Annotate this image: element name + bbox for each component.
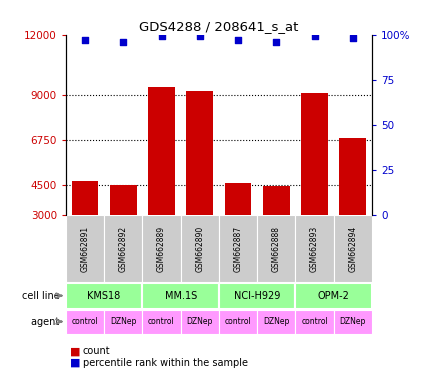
Text: GSM662892: GSM662892	[119, 225, 128, 272]
Text: ■: ■	[70, 346, 81, 356]
Text: control: control	[72, 317, 98, 326]
Bar	[219, 310, 257, 334]
Text: GSM662890: GSM662890	[195, 225, 204, 272]
Text: ■: ■	[70, 358, 81, 368]
Text: DZNep: DZNep	[187, 317, 213, 326]
Bar	[66, 310, 104, 334]
Bar	[301, 93, 328, 215]
Bar	[110, 185, 136, 215]
Bar	[104, 215, 142, 282]
Bar	[257, 215, 295, 282]
Text: count: count	[83, 346, 110, 356]
Bar	[219, 283, 295, 309]
Text: control: control	[148, 317, 175, 326]
Text: percentile rank within the sample: percentile rank within the sample	[83, 358, 248, 368]
Point	[158, 33, 165, 40]
Text: NCI-H929: NCI-H929	[234, 291, 280, 301]
Point	[311, 33, 318, 40]
Bar	[181, 310, 219, 334]
Bar	[295, 310, 334, 334]
Bar	[148, 87, 175, 215]
Bar	[295, 215, 334, 282]
Point	[82, 37, 88, 43]
Bar	[295, 283, 372, 309]
Text: OPM-2: OPM-2	[317, 291, 349, 301]
Bar	[104, 310, 142, 334]
Text: GSM662887: GSM662887	[233, 225, 243, 272]
Bar	[66, 283, 142, 309]
Bar	[181, 215, 219, 282]
Text: MM.1S: MM.1S	[164, 291, 197, 301]
Point	[196, 33, 203, 40]
Bar	[142, 283, 219, 309]
Bar	[263, 186, 290, 215]
Text: cell line: cell line	[22, 291, 66, 301]
Bar	[334, 215, 372, 282]
Text: DZNep: DZNep	[340, 317, 366, 326]
Title: GDS4288 / 208641_s_at: GDS4288 / 208641_s_at	[139, 20, 298, 33]
Bar	[219, 215, 257, 282]
Text: KMS18: KMS18	[88, 291, 121, 301]
Bar	[186, 91, 213, 215]
Bar	[142, 215, 181, 282]
Point	[120, 39, 127, 45]
Bar	[66, 215, 104, 282]
Text: GSM662891: GSM662891	[80, 225, 90, 272]
Point	[349, 35, 356, 41]
Bar	[224, 183, 251, 215]
Point	[273, 39, 280, 45]
Bar	[71, 181, 98, 215]
Point	[235, 37, 241, 43]
Text: GSM662889: GSM662889	[157, 225, 166, 272]
Text: GSM662894: GSM662894	[348, 225, 357, 272]
Text: DZNep: DZNep	[263, 317, 289, 326]
Text: control: control	[225, 317, 251, 326]
Bar	[142, 310, 181, 334]
Text: GSM662888: GSM662888	[272, 226, 281, 271]
Bar	[257, 310, 295, 334]
Bar	[339, 138, 366, 215]
Text: agent: agent	[31, 316, 66, 327]
Text: control: control	[301, 317, 328, 326]
Text: GSM662893: GSM662893	[310, 225, 319, 272]
Text: DZNep: DZNep	[110, 317, 136, 326]
Bar	[334, 310, 372, 334]
